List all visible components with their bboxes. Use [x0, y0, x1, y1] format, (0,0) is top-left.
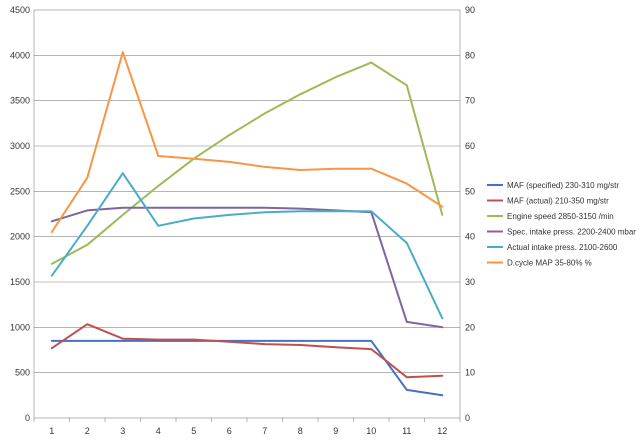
y-axis-left: 0 500 1000 1500 2000 2500 3000 3500 4000 4500	[10, 5, 30, 423]
series-line-2	[50, 323, 444, 379]
x-tick-label: 7	[262, 426, 267, 436]
legend-label: MAF (specified) 230-310 mg/str	[507, 181, 619, 190]
legend-label: Engine speed 2850-3150 /min	[507, 212, 614, 221]
x-tick-label: 1	[49, 426, 54, 436]
series-line-3	[50, 61, 444, 265]
y-right-tick-label: 10	[465, 368, 475, 378]
y-right-tick-label: 60	[465, 141, 475, 151]
x-tick-label: 9	[333, 426, 338, 436]
y-axis-right: 0 10 20 30 40 50 60 70 80 90	[465, 5, 475, 423]
y-right-tick-label: 30	[465, 277, 475, 287]
x-tick-label: 10	[366, 426, 376, 436]
series-line-5	[50, 172, 444, 320]
y-left-tick-label: 0	[25, 413, 30, 423]
x-tick-label: 5	[191, 426, 196, 436]
y-right-tick-label: 20	[465, 322, 475, 332]
y-right-tick-label: 90	[465, 5, 475, 15]
series-lines	[50, 51, 444, 397]
series-line-4	[50, 206, 444, 329]
x-tick-label: 8	[298, 426, 303, 436]
legend: MAF (specified) 230-310 mg/str MAF (actua…	[487, 181, 636, 268]
y-right-tick-label: 80	[465, 50, 475, 60]
y-right-tick-label: 40	[465, 232, 475, 242]
x-tick-label: 6	[227, 426, 232, 436]
y-left-tick-label: 1500	[10, 277, 30, 287]
series-line-1	[50, 339, 444, 397]
legend-label: Actual intake press. 2100-2600	[507, 243, 618, 252]
y-left-tick-label: 500	[15, 368, 30, 378]
legend-label: MAF (actual) 210-350 mg/str	[507, 197, 609, 206]
y-left-tick-label: 2000	[10, 232, 30, 242]
legend-label: Spec. intake press. 2200-2400 mbar	[507, 228, 636, 237]
gridlines	[34, 55, 460, 373]
y-left-tick-label: 3500	[10, 96, 30, 106]
y-right-tick-label: 50	[465, 186, 475, 196]
x-axis: 1 2 3 4 5 6 7 8 9 10 11 12	[33, 418, 461, 436]
y-left-tick-label: 3000	[10, 141, 30, 151]
legend-label: D.cycle MAP 35-80% %	[507, 259, 592, 268]
y-right-tick-label: 0	[465, 413, 470, 423]
x-tick-label: 12	[437, 426, 447, 436]
y-left-tick-label: 1000	[10, 322, 30, 332]
y-left-tick-label: 2500	[10, 186, 30, 196]
x-tick-label: 4	[156, 426, 161, 436]
y-left-tick-label: 4500	[10, 5, 30, 15]
y-left-tick-label: 4000	[10, 50, 30, 60]
x-tick-label: 11	[402, 426, 411, 436]
series-line-6	[50, 51, 444, 234]
x-tick-label: 3	[120, 426, 125, 436]
y-right-tick-label: 70	[465, 96, 475, 106]
x-tick-label: 2	[85, 426, 90, 436]
